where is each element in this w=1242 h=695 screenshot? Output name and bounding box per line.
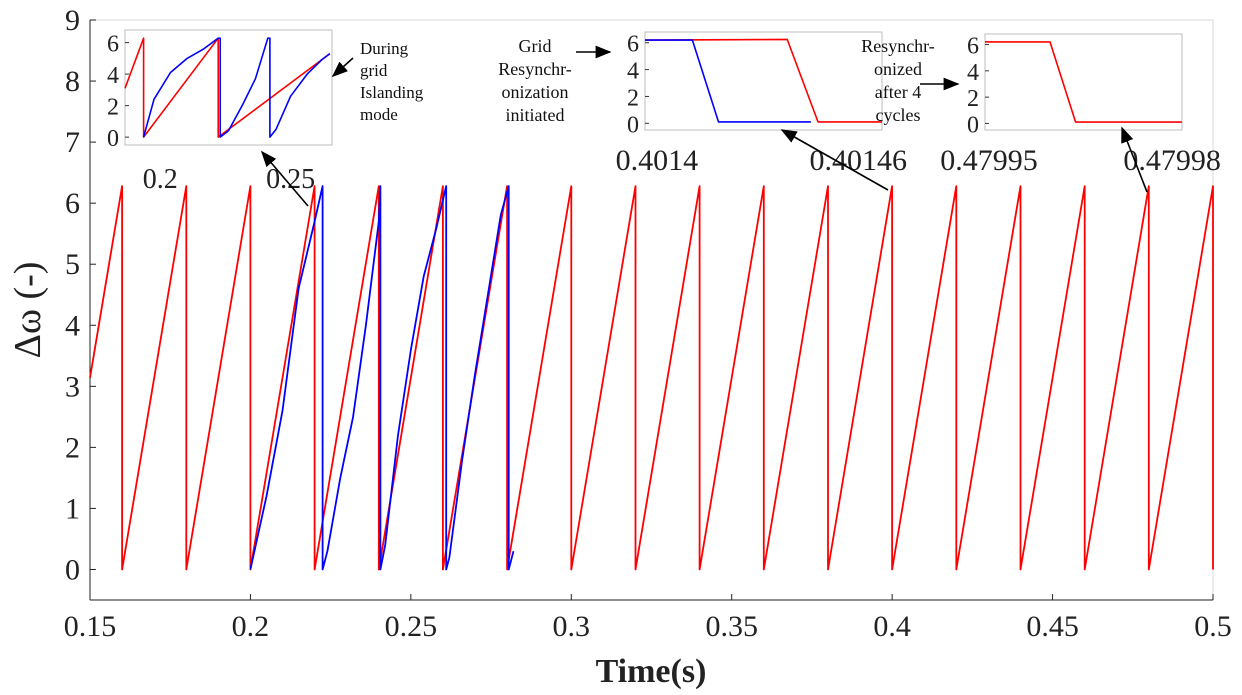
arrow-inset2-pointer <box>780 129 889 191</box>
inset-y-tick-label: 6 <box>107 32 119 58</box>
annotation-line: onized <box>874 59 922 79</box>
main-series-group <box>89 185 1214 571</box>
annotation-line: after 4 <box>875 82 921 102</box>
inset-x-tick-label: 0.2 <box>143 164 178 195</box>
inset-x-tick-label: 0.25 <box>266 164 315 195</box>
annotation-line: Resynchr- <box>861 36 935 56</box>
y-tick-label: 7 <box>65 126 80 159</box>
arrow-islanding-annotation <box>331 57 354 78</box>
inset-frame <box>984 33 1183 131</box>
x-tick-label: 0.2 <box>232 610 270 643</box>
inset-y-tick-label: 6 <box>627 32 639 58</box>
inset-y-tick-label: 0 <box>627 112 639 138</box>
inset-frame <box>124 29 333 146</box>
x-tick-label: 0.3 <box>553 610 591 643</box>
annotation-line: Grid <box>519 36 552 56</box>
annotation-line: Islanding <box>360 83 424 102</box>
annotation-line: Resynchr- <box>498 59 572 79</box>
inset-y-tick-label: 2 <box>107 95 119 121</box>
y-tick-label: 0 <box>65 553 80 586</box>
inset-x-tick-label: 0.40146 <box>810 144 908 177</box>
inset-series-line <box>644 38 882 123</box>
inset-y-tick-label: 4 <box>107 63 119 89</box>
inset-x-tick-label: 0.47995 <box>940 144 1038 177</box>
arrow-inset3-pointer <box>1121 126 1148 193</box>
annotation-line: initiated <box>506 105 565 125</box>
y-tick-label: 6 <box>65 187 80 220</box>
inset-y-tick-label: 2 <box>627 85 639 111</box>
inset-y-tick-label: 2 <box>967 86 979 112</box>
y-tick-label: 1 <box>65 492 80 525</box>
inset-series-line <box>124 37 331 138</box>
main-ticks: 0.15 0.2 0.25 0.3 0.35 0.4 0.45 0.5 0 1 2 3 4 5 6 7 8 9 <box>64 4 1232 643</box>
annotation-line: grid <box>360 61 388 80</box>
inset-y-tick-label: 4 <box>627 59 639 85</box>
annotation-line: mode <box>360 105 398 124</box>
x-tick-label: 0.45 <box>1026 610 1079 643</box>
y-tick-label: 3 <box>65 370 80 403</box>
y-axis-label: Δω (-) <box>7 262 49 359</box>
inset-series-line <box>142 37 331 138</box>
inset-frame <box>644 31 883 131</box>
main-plot: 0.15 0.2 0.25 0.3 0.35 0.4 0.45 0.5 0 1 2 3 4 5 6 7 8 9 T… <box>7 4 1232 690</box>
y-tick-label: 4 <box>65 309 80 342</box>
annotation-line: During <box>360 39 409 58</box>
inset-y-tick-label: 4 <box>967 60 979 86</box>
arrows-group <box>260 45 1148 207</box>
arrow-inset1-pointer <box>260 150 309 207</box>
y-tick-label: 2 <box>65 431 80 464</box>
annotation-line: onization <box>502 82 569 102</box>
inset-plot-1: 0 2 4 6 0.2 0.25 <box>107 29 333 195</box>
x-tick-label: 0.25 <box>385 610 438 643</box>
inset-x-tick-label: 0.47998 <box>1123 144 1221 177</box>
y-tick-label: 9 <box>65 4 80 37</box>
x-axis-label: Time(s) <box>596 653 707 690</box>
y-tick-label: 8 <box>65 65 80 98</box>
annotation-line: cycles <box>876 105 921 125</box>
inset-y-tick-label: 6 <box>967 34 979 60</box>
x-tick-label: 0.35 <box>705 610 758 643</box>
annotations-group: During grid Islanding mode Grid Resynchr-oniz… <box>360 36 935 125</box>
inset-y-tick-label: 0 <box>107 126 119 152</box>
x-tick-label: 0.4 <box>873 610 911 643</box>
series-line-blue <box>249 185 515 571</box>
x-tick-label: 0.5 <box>1194 610 1232 643</box>
inset-x-tick-label: 0.4014 <box>616 144 699 177</box>
inset-y-tick-label: 0 <box>967 112 979 138</box>
x-tick-label: 0.15 <box>64 610 117 643</box>
inset-series-line <box>985 41 1182 123</box>
y-tick-label: 5 <box>65 248 80 281</box>
inset-series-line <box>645 39 811 123</box>
